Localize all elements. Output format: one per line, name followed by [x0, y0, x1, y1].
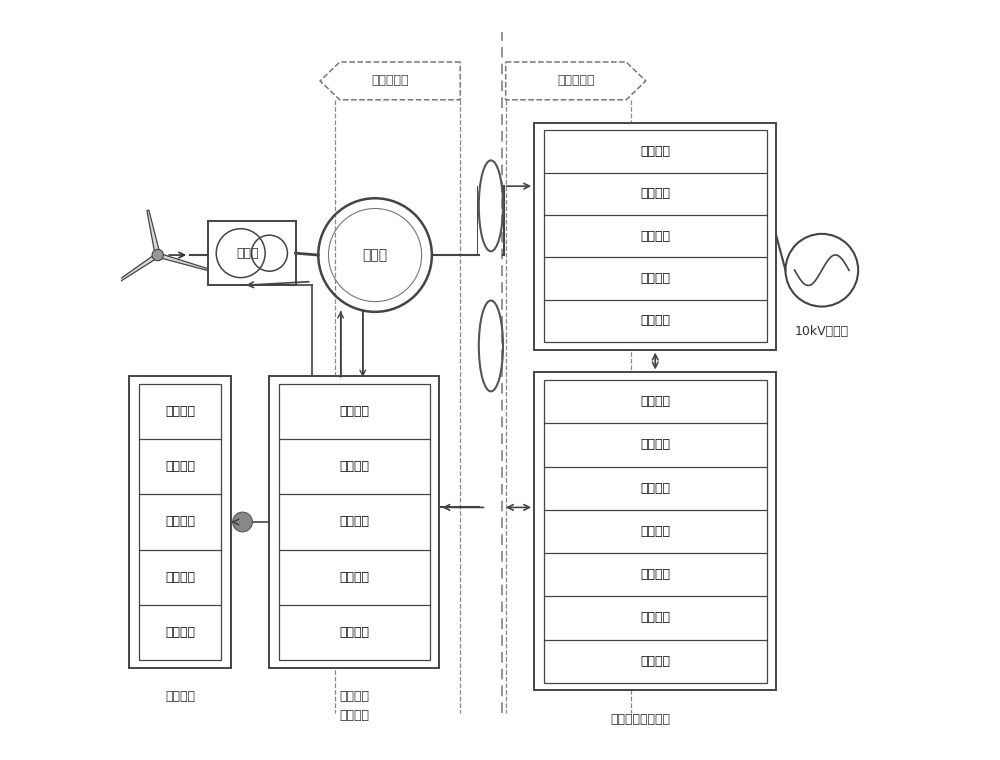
Text: 变桨系统: 变桨系统: [165, 691, 195, 704]
Text: 安全模块: 安全模块: [640, 482, 670, 495]
Circle shape: [152, 249, 163, 261]
Text: 通信模块: 通信模块: [640, 187, 670, 200]
FancyBboxPatch shape: [279, 384, 430, 660]
Text: 控制模块: 控制模块: [640, 525, 670, 538]
Text: 状态监测: 状态监测: [165, 571, 195, 584]
Text: 驱动控制: 驱动控制: [339, 461, 369, 473]
Text: 并网控制: 并网控制: [640, 230, 670, 242]
Text: 配电模块: 配电模块: [640, 315, 670, 328]
Text: 配电模块: 配电模块: [339, 626, 369, 639]
Text: 水下部分: 水下部分: [339, 709, 369, 723]
Text: 防雷系统: 防雷系统: [640, 272, 670, 285]
Polygon shape: [114, 254, 159, 285]
Text: 状态监测: 状态监测: [339, 571, 369, 584]
Text: 防雷系统: 防雷系统: [339, 405, 369, 418]
FancyBboxPatch shape: [269, 376, 439, 668]
Text: 状态监测: 状态监测: [640, 612, 670, 625]
Text: 驱动控制: 驱动控制: [640, 439, 670, 451]
Text: 配电模块: 配电模块: [165, 515, 195, 528]
Text: 海平面以下: 海平面以下: [371, 74, 409, 87]
Text: 变桨控制: 变桨控制: [165, 461, 195, 473]
FancyBboxPatch shape: [544, 130, 767, 342]
FancyBboxPatch shape: [544, 380, 767, 683]
FancyBboxPatch shape: [208, 221, 296, 285]
Text: 齿轮箱: 齿轮箱: [236, 247, 259, 260]
Text: 10kV配电网: 10kV配电网: [795, 325, 849, 338]
Text: 分布式并网部分: 分布式并网部分: [599, 372, 651, 385]
Text: 电气系统水上部分: 电气系统水上部分: [610, 713, 670, 726]
Circle shape: [233, 512, 252, 532]
Text: 防雷系统: 防雷系统: [640, 395, 670, 408]
FancyBboxPatch shape: [534, 372, 776, 691]
FancyBboxPatch shape: [139, 384, 221, 660]
Text: 海平面以上: 海平面以上: [557, 74, 594, 87]
Text: 电气系统: 电气系统: [339, 691, 369, 704]
Text: 通信模块: 通信模块: [339, 515, 369, 528]
FancyBboxPatch shape: [534, 122, 776, 350]
Polygon shape: [147, 211, 160, 255]
Text: 防雷系统: 防雷系统: [165, 405, 195, 418]
Polygon shape: [157, 253, 211, 271]
Text: 通信模块: 通信模块: [165, 626, 195, 639]
FancyBboxPatch shape: [129, 376, 231, 668]
Text: 通信模块: 通信模块: [640, 568, 670, 581]
Text: 发电机: 发电机: [362, 248, 388, 262]
Text: 安全模块: 安全模块: [640, 145, 670, 158]
Text: 配电模块: 配电模块: [640, 655, 670, 668]
